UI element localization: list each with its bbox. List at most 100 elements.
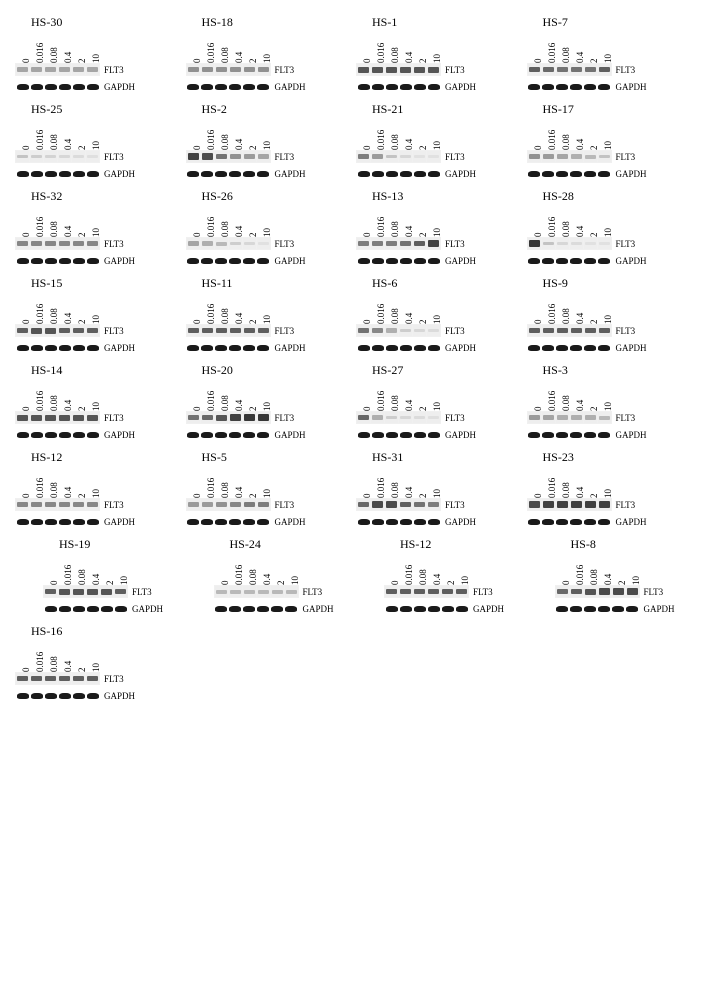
dose-label: 0.016 — [206, 397, 216, 411]
lane — [243, 604, 256, 613]
gapdh-row: GAPDH — [356, 168, 476, 179]
band — [528, 171, 540, 177]
band — [216, 328, 227, 334]
lane — [598, 412, 611, 423]
lane — [584, 325, 597, 336]
lane — [598, 256, 611, 265]
flt3-row: FLT3 — [356, 324, 465, 337]
panel-title: HS-8 — [571, 537, 596, 552]
flt3-row: FLT3 — [384, 585, 493, 598]
dose-label: 0.08 — [77, 571, 87, 585]
lane — [371, 517, 384, 526]
band — [584, 606, 596, 612]
lane — [72, 586, 85, 597]
blot-panel: HS-1500.0160.080.4210FLT3GAPDH — [15, 276, 178, 353]
dose-label: 0.016 — [376, 397, 386, 411]
lane — [598, 499, 611, 510]
gapdh-label: GAPDH — [104, 343, 135, 353]
band — [358, 84, 370, 90]
dose-label: 2 — [77, 310, 87, 324]
flt3-lanes — [527, 324, 612, 337]
flt3-lanes — [15, 150, 100, 163]
band — [216, 590, 227, 594]
gapdh-lanes — [214, 603, 299, 614]
band — [428, 67, 439, 73]
band — [45, 415, 56, 421]
band — [556, 84, 568, 90]
band — [557, 589, 568, 595]
lane — [598, 517, 611, 526]
lane — [44, 673, 57, 684]
lane — [187, 256, 200, 265]
flt3-row: FLT3 — [356, 411, 465, 424]
lane — [584, 586, 597, 597]
lane — [229, 64, 242, 75]
flt3-lanes — [15, 498, 100, 511]
band — [17, 693, 29, 699]
dose-label: 0.08 — [220, 484, 230, 498]
band — [59, 171, 71, 177]
band — [215, 606, 227, 612]
lane — [413, 151, 426, 162]
dose-label: 0.08 — [220, 136, 230, 150]
band — [528, 519, 540, 525]
dose-labels: 00.0160.080.4210 — [190, 468, 274, 496]
dose-label: 0.08 — [49, 223, 59, 237]
band — [216, 67, 227, 72]
lane — [187, 325, 200, 336]
band — [372, 501, 383, 507]
band — [400, 155, 411, 158]
band — [372, 84, 384, 90]
gapdh-lanes — [527, 429, 612, 440]
dose-label: 0.016 — [35, 49, 45, 63]
blot-panel: HS-1700.0160.080.4210FLT3GAPDH — [527, 102, 690, 179]
flt3-lanes — [214, 585, 299, 598]
lane — [187, 499, 200, 510]
dose-label: 10 — [91, 658, 101, 672]
lane — [72, 343, 85, 352]
dose-label: 0 — [533, 397, 543, 411]
band — [543, 242, 554, 246]
band — [386, 67, 397, 73]
dose-label: 0.016 — [63, 571, 73, 585]
lane — [243, 238, 256, 249]
lane — [556, 151, 569, 162]
dose-label: 10 — [91, 136, 101, 150]
lane — [201, 64, 214, 75]
flt3-row: FLT3 — [356, 237, 465, 250]
lane — [385, 82, 398, 91]
band — [584, 519, 596, 525]
blot-panel: HS-1400.0160.080.4210FLT3GAPDH — [15, 363, 178, 440]
band — [414, 606, 426, 612]
band — [358, 258, 370, 264]
band — [584, 432, 596, 438]
gapdh-lanes — [15, 690, 100, 701]
dose-label: 0.4 — [575, 310, 585, 324]
dose-label: 2 — [77, 49, 87, 63]
dose-label: 0 — [49, 571, 59, 585]
band — [73, 415, 84, 421]
lane — [229, 430, 242, 439]
lane — [30, 412, 43, 423]
band — [87, 589, 98, 595]
flt3-label: FLT3 — [104, 674, 124, 684]
lane — [58, 430, 71, 439]
dose-label: 0.08 — [390, 397, 400, 411]
lane — [30, 343, 43, 352]
band — [73, 606, 85, 612]
lane — [598, 64, 611, 75]
band — [244, 242, 255, 245]
panel-title: HS-17 — [543, 102, 574, 117]
lane — [215, 325, 228, 336]
gapdh-lanes — [186, 255, 271, 266]
panel-title: HS-19 — [59, 537, 90, 552]
lane — [556, 238, 569, 249]
flt3-row: FLT3 — [15, 150, 124, 163]
flt3-row: FLT3 — [186, 63, 295, 76]
band — [73, 432, 85, 438]
flt3-label: FLT3 — [275, 500, 295, 510]
panel-title: HS-6 — [372, 276, 397, 291]
lane — [598, 151, 611, 162]
band — [230, 154, 241, 159]
lane — [44, 64, 57, 75]
